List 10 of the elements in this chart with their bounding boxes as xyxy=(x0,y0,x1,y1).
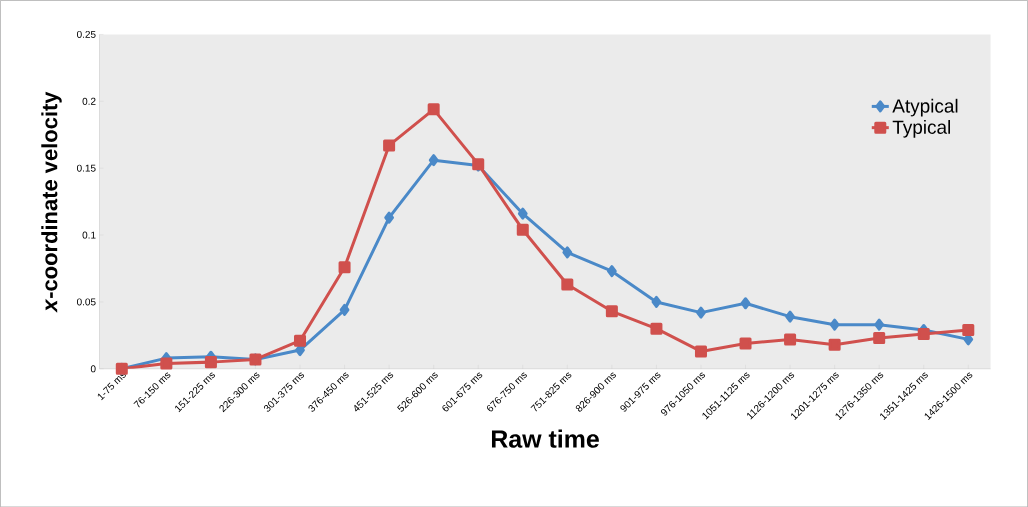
y-tick-label: 0 xyxy=(90,365,96,373)
y-axis-title: x-coordinate velocity xyxy=(41,91,62,313)
x-axis-title: Raw time xyxy=(491,429,599,448)
y-tick-label: 0.15 xyxy=(76,164,96,172)
y-tick-label: 0.1 xyxy=(82,231,96,239)
legend-label: Atypical xyxy=(892,98,958,117)
y-tick-label: 0.25 xyxy=(76,30,96,38)
y-tick-label: 0.2 xyxy=(82,97,96,105)
legend-label: Typical xyxy=(892,119,950,138)
y-tick-label: 0.05 xyxy=(76,298,96,306)
